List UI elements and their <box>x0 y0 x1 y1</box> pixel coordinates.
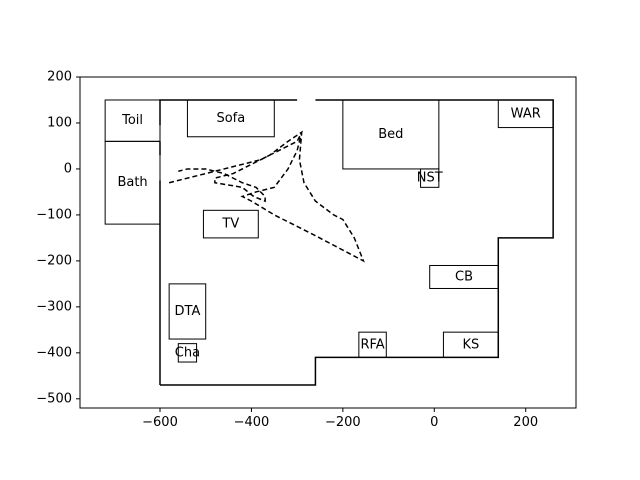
axes-frame <box>79 76 577 409</box>
room-label: Sofa <box>216 111 245 126</box>
room-label: WAR <box>511 106 541 121</box>
room-label: RFA <box>360 337 384 352</box>
room-box <box>420 168 440 188</box>
room-war: WAR <box>497 99 554 129</box>
room-rfa: RFA <box>358 331 387 358</box>
trajectory-layer <box>168 130 365 263</box>
room-box <box>104 140 161 225</box>
room-box <box>342 99 440 170</box>
room-label: DTA <box>175 304 201 319</box>
room-label: Bed <box>378 127 403 142</box>
room-box <box>429 264 499 289</box>
room-label: CB <box>455 269 473 284</box>
room-box <box>186 99 275 138</box>
x-tick-label: −200 <box>325 415 361 430</box>
room-box <box>442 331 499 358</box>
y-tick-label: 200 <box>47 70 72 85</box>
x-tick-label: 0 <box>430 415 438 430</box>
y-axis-ticks: 200 100 0 −100 −200 −300 −400 −500 <box>36 70 80 406</box>
room-cha: Cha <box>175 343 200 363</box>
room-dta: DTA <box>168 283 207 340</box>
y-tick-label: −400 <box>36 345 72 360</box>
room-box <box>358 331 387 358</box>
x-tick-label: 200 <box>513 415 538 430</box>
room-ks: KS <box>442 331 499 358</box>
x-tick-label: −600 <box>142 415 178 430</box>
y-tick-label: 100 <box>47 115 72 130</box>
room-label: TV <box>221 217 239 232</box>
room-sofa: Sofa <box>186 99 275 138</box>
trajectory-line <box>168 130 365 263</box>
room-tv: TV <box>202 209 259 239</box>
room-label: Bath <box>117 175 147 190</box>
room-bath: Bath <box>104 140 161 225</box>
y-tick-label: −200 <box>36 253 72 268</box>
room-label: Toil <box>121 113 143 128</box>
room-cb: CB <box>429 264 499 289</box>
y-tick-label: −300 <box>36 299 72 314</box>
room-box <box>202 209 259 239</box>
y-tick-label: 0 <box>64 161 72 176</box>
y-tick-label: −500 <box>36 391 72 406</box>
room-box <box>497 99 554 129</box>
room-label: Cha <box>175 345 200 360</box>
room-box <box>168 283 207 340</box>
room-label: NST <box>417 171 443 186</box>
x-tick-label: −400 <box>234 415 270 430</box>
room-label: KS <box>462 337 479 352</box>
room-bed: Bed <box>342 99 440 170</box>
y-tick-label: −100 <box>36 207 72 222</box>
room-box <box>177 343 198 363</box>
room-nst: NST <box>417 168 443 188</box>
x-axis-ticks: −600 −400 −200 0 200 <box>142 408 538 430</box>
rooms-layer: Toil Bath Sofa Bed NST WAR TV CB DTA Cha RFA KS <box>104 99 554 363</box>
